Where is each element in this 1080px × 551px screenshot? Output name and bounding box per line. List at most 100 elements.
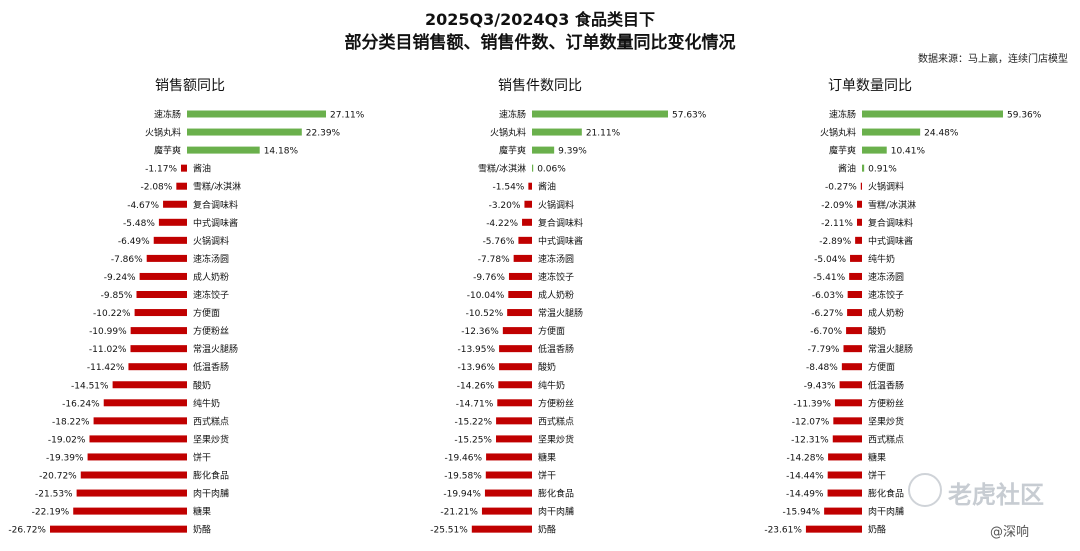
watermark-logo-icon [908, 473, 942, 507]
bar [76, 489, 187, 497]
bar [112, 381, 187, 389]
category-label: 西式糕点 [193, 415, 229, 427]
category-label: 方便粉丝 [193, 325, 229, 337]
value-label: -15.22% [455, 417, 493, 427]
bar [805, 525, 862, 533]
value-label: -6.03% [812, 291, 844, 301]
value-label: 24.48% [924, 129, 959, 139]
bar [860, 182, 862, 190]
value-label: -9.24% [104, 273, 136, 283]
bar [163, 200, 187, 208]
value-label: -1.54% [493, 183, 525, 193]
value-label: -7.79% [808, 345, 840, 355]
category-label: 雪糕/冰淇淋 [193, 181, 241, 193]
category-label: 常温火腿肠 [193, 343, 238, 355]
bar [93, 417, 187, 425]
bar [862, 110, 1003, 118]
bar [49, 525, 187, 533]
category-label: 方便面 [193, 307, 220, 319]
bar [847, 309, 862, 317]
value-label: -14.49% [786, 490, 824, 500]
category-label: 火锅丸料 [490, 127, 526, 139]
category-label: 方便面 [538, 325, 565, 337]
bar [841, 363, 862, 371]
value-label: -9.43% [804, 381, 836, 391]
value-label: -13.95% [458, 345, 496, 355]
bar [158, 218, 187, 226]
value-label: 59.36% [1007, 111, 1042, 121]
bar [73, 507, 187, 515]
bar [862, 128, 921, 136]
bar [481, 507, 532, 515]
bar [146, 254, 187, 262]
category-label: 奶酪 [538, 524, 556, 536]
category-label: 饼干 [193, 451, 211, 463]
value-label: -4.22% [486, 219, 518, 229]
value-label: -14.26% [457, 381, 495, 391]
category-label: 速冻饺子 [538, 271, 574, 283]
value-label: -10.04% [467, 291, 505, 301]
category-label: 膨化食品 [193, 470, 229, 482]
value-label: -1.17% [145, 165, 177, 175]
category-label: 奶酪 [868, 524, 886, 536]
bar [498, 381, 532, 389]
value-label: -2.08% [140, 183, 172, 193]
value-label: -19.39% [46, 453, 84, 463]
bar [128, 363, 187, 371]
category-label: 雪糕/冰淇淋 [868, 199, 916, 211]
value-label: -18.22% [52, 417, 90, 427]
value-label: -19.46% [444, 453, 482, 463]
value-label: -22.19% [32, 508, 70, 518]
value-label: -15.25% [454, 435, 492, 445]
bar [181, 164, 187, 172]
value-label: -19.94% [443, 490, 481, 500]
category-label: 西式糕点 [538, 415, 574, 427]
panel-title: 销售件数同比 [498, 78, 582, 94]
category-label: 火锅调料 [193, 235, 229, 247]
category-label: 方便面 [868, 361, 895, 373]
value-label: -20.72% [39, 472, 77, 482]
value-label: -14.28% [787, 453, 825, 463]
value-label: -14.71% [456, 399, 494, 409]
value-label: 21.11% [586, 129, 621, 139]
value-label: -10.52% [466, 309, 504, 319]
category-label: 复合调味料 [868, 217, 913, 229]
value-label: -4.67% [127, 201, 159, 211]
value-label: -5.41% [813, 273, 845, 283]
bar [89, 435, 187, 443]
bar [187, 146, 260, 154]
bar [850, 254, 862, 262]
category-label: 坚果炒货 [538, 433, 574, 445]
category-label: 中式调味酱 [193, 217, 238, 229]
category-label: 酸奶 [193, 379, 211, 391]
category-label: 速冻肠 [829, 109, 856, 121]
category-label: 糖果 [868, 451, 886, 463]
value-label: -10.22% [93, 309, 131, 319]
bar [80, 471, 187, 479]
bar [528, 182, 532, 190]
bar [832, 435, 862, 443]
category-label: 坚果炒货 [193, 433, 229, 445]
category-label: 肉干肉脯 [868, 506, 904, 518]
value-label: -7.78% [478, 255, 510, 265]
category-label: 速冻汤圆 [538, 253, 574, 265]
bar [153, 236, 187, 244]
chart-title: 2025Q3/2024Q3 食品类目下 [425, 10, 655, 29]
category-label: 火锅丸料 [820, 127, 856, 139]
category-label: 方便粉丝 [868, 397, 904, 409]
bar [855, 236, 862, 244]
bar [130, 345, 187, 353]
value-label: -11.42% [87, 363, 125, 373]
bar [130, 327, 187, 335]
bar [471, 525, 532, 533]
category-label: 纯牛奶 [193, 397, 220, 409]
category-label: 火锅丸料 [145, 127, 181, 139]
value-label: 27.11% [330, 111, 365, 121]
bar [486, 453, 532, 461]
category-label: 纯牛奶 [538, 379, 565, 391]
bar [857, 200, 862, 208]
bar [497, 399, 532, 407]
category-label: 酱油 [193, 163, 211, 175]
category-label: 速冻肠 [154, 109, 181, 121]
category-label: 魔芋爽 [154, 145, 181, 157]
